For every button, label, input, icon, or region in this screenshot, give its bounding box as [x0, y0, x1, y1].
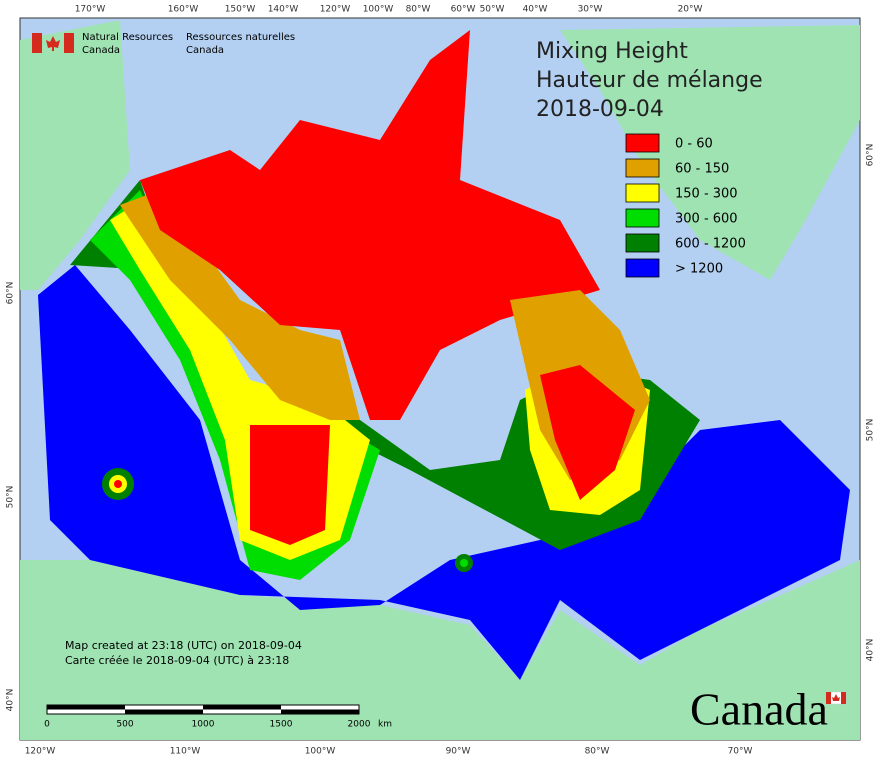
- lat-label: 60°N: [6, 282, 16, 305]
- lon-label: 170°W: [75, 5, 106, 15]
- lon-label: 120°W: [320, 5, 351, 15]
- lon-label: 140°W: [268, 5, 299, 15]
- legend-swatch: [625, 258, 660, 278]
- dept-fr: Ressources naturelles: [186, 32, 295, 43]
- lat-label: 40°N: [866, 639, 876, 662]
- lon-label: 40°W: [523, 5, 548, 15]
- legend-swatch: [625, 208, 660, 228]
- legend-swatch: [625, 133, 660, 153]
- lat-label: 60°N: [866, 144, 876, 167]
- lat-label: 40°N: [6, 689, 16, 712]
- lon-label: 150°W: [225, 5, 256, 15]
- scale-label: 2000: [348, 720, 371, 730]
- credit: Map created at 23:18 (UTC) on 2018-09-04: [65, 639, 302, 652]
- lon-label: 80°W: [406, 5, 431, 15]
- lon-label: 90°W: [446, 747, 471, 757]
- lon-label: 30°W: [578, 5, 603, 15]
- credit: Carte créée le 2018-09-04 (UTC) à 23:18: [65, 654, 289, 667]
- lon-label: 70°W: [728, 747, 753, 757]
- lon-label: 80°W: [585, 747, 610, 757]
- dept-en: Canada: [82, 45, 120, 56]
- legend-label: 300 - 600: [675, 212, 738, 227]
- scale-label: 500: [116, 720, 133, 730]
- scale-label: 0: [44, 720, 50, 730]
- legend-swatch: [625, 183, 660, 203]
- scale-label: 1000: [192, 720, 215, 730]
- lon-label: 160°W: [168, 5, 199, 15]
- title: Hauteur de mélange: [536, 68, 763, 93]
- lon-label: 110°W: [170, 747, 201, 757]
- wordmark: Canada: [690, 684, 828, 735]
- legend-label: 60 - 150: [675, 162, 729, 177]
- lon-label: 100°W: [305, 747, 336, 757]
- dept-en: Natural Resources: [82, 32, 173, 43]
- lon-label: 60°W: [451, 5, 476, 15]
- legend-label: 0 - 60: [675, 137, 713, 152]
- legend: 0 - 60 60 - 150 150 - 300 300 - 600 600 - 12…: [625, 133, 746, 278]
- lat-label: 50°N: [866, 419, 876, 442]
- other-land: [20, 20, 860, 740]
- scale-label: 1500: [270, 720, 293, 730]
- scale-labels: 0 500 1000 1500 2000: [44, 720, 371, 730]
- mixing-height-fill: [38, 30, 850, 680]
- legend-label: > 1200: [675, 262, 723, 277]
- scale-unit: km: [378, 720, 392, 730]
- lon-label: 50°W: [480, 5, 505, 15]
- scale-bar: [46, 704, 360, 715]
- lat-label: 50°N: [6, 486, 16, 509]
- legend-swatch: [625, 158, 660, 178]
- lon-label: 20°W: [678, 5, 703, 15]
- wordmark-flag: [825, 691, 847, 705]
- legend-label: 150 - 300: [675, 187, 738, 202]
- graticule-labels: 170°W 160°W 150°W 140°W 120°W 100°W 80°W 60°W 50…: [6, 5, 876, 757]
- legend-swatch: [625, 233, 660, 253]
- legend-label: 600 - 1200: [675, 237, 746, 252]
- title: 2018-09-04: [536, 97, 664, 122]
- dept-logo: [32, 33, 74, 53]
- dept-fr: Canada: [186, 45, 224, 56]
- lon-label: 120°W: [25, 747, 56, 757]
- lon-label: 100°W: [363, 5, 394, 15]
- title: Mixing Height: [536, 39, 688, 64]
